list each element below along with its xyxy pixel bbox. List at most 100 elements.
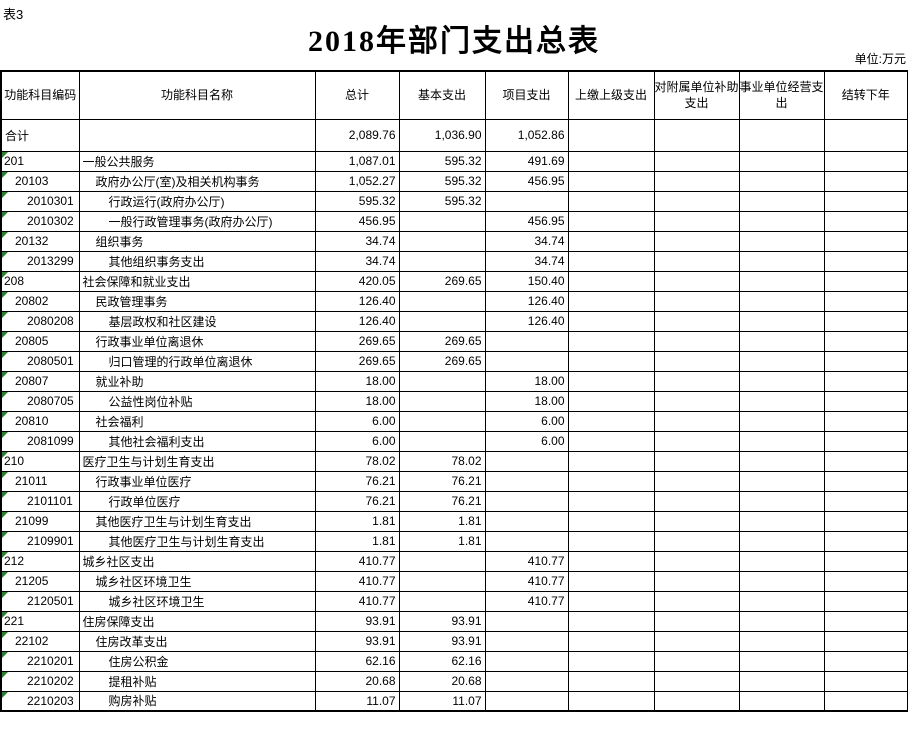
amount-cell[interactable] [484, 450, 569, 472]
amount-cell[interactable]: 1.81 [398, 530, 486, 552]
subject-code-cell[interactable]: 2013299 [0, 250, 80, 272]
amount-cell[interactable] [738, 690, 825, 712]
amount-cell[interactable]: 456.95 [484, 210, 569, 232]
amount-cell[interactable] [567, 550, 655, 572]
subject-name-cell[interactable]: 公益性岗位补贴 [78, 390, 316, 412]
amount-cell[interactable] [484, 650, 569, 672]
amount-cell[interactable] [653, 330, 740, 352]
subject-code-cell[interactable]: 212 [0, 550, 80, 572]
amount-cell[interactable] [823, 590, 908, 612]
amount-cell[interactable] [567, 330, 655, 352]
column-header-project[interactable]: 项目支出 [484, 70, 569, 120]
subject-code-cell[interactable]: 20807 [0, 370, 80, 392]
amount-cell[interactable] [823, 330, 908, 352]
amount-cell[interactable] [823, 670, 908, 692]
amount-cell[interactable] [653, 290, 740, 312]
subject-name-cell[interactable]: 社会保障和就业支出 [78, 270, 316, 292]
amount-cell[interactable] [823, 390, 908, 412]
column-header-code[interactable]: 功能科目编码 [0, 70, 80, 120]
amount-cell[interactable] [823, 470, 908, 492]
amount-cell[interactable]: 34.74 [314, 230, 400, 252]
subject-name-cell[interactable]: 社会福利 [78, 410, 316, 432]
subject-name-cell[interactable]: 其他社会福利支出 [78, 430, 316, 452]
subject-name-cell[interactable]: 就业补助 [78, 370, 316, 392]
amount-cell[interactable] [823, 410, 908, 432]
amount-cell[interactable] [823, 310, 908, 332]
amount-cell[interactable] [567, 610, 655, 632]
subject-name-cell[interactable]: 民政管理事务 [78, 290, 316, 312]
subject-name-cell[interactable]: 其他医疗卫生与计划生育支出 [78, 530, 316, 552]
subject-code-cell[interactable]: 2010301 [0, 190, 80, 212]
column-header-name[interactable]: 功能科目名称 [78, 70, 316, 120]
subject-name-cell[interactable]: 基层政权和社区建设 [78, 310, 316, 332]
amount-cell[interactable] [823, 450, 908, 472]
amount-cell[interactable] [484, 510, 569, 532]
amount-cell[interactable] [823, 430, 908, 452]
subject-code-cell[interactable]: 2081099 [0, 430, 80, 452]
subject-code-cell[interactable]: 21099 [0, 510, 80, 532]
amount-cell[interactable] [823, 610, 908, 632]
amount-cell[interactable] [653, 270, 740, 292]
amount-cell[interactable] [653, 430, 740, 452]
amount-cell[interactable] [484, 530, 569, 552]
amount-cell[interactable]: 410.77 [314, 550, 400, 572]
amount-cell[interactable]: 18.00 [484, 390, 569, 412]
amount-cell[interactable]: 1,052.86 [484, 118, 569, 152]
amount-cell[interactable] [567, 510, 655, 532]
amount-cell[interactable] [738, 190, 825, 212]
subject-name-cell[interactable]: 住房保障支出 [78, 610, 316, 632]
amount-cell[interactable] [738, 118, 825, 152]
subject-code-cell[interactable]: 2210202 [0, 670, 80, 692]
amount-cell[interactable] [738, 550, 825, 572]
amount-cell[interactable] [567, 170, 655, 192]
amount-cell[interactable] [567, 390, 655, 412]
amount-cell[interactable] [653, 118, 740, 152]
amount-cell[interactable]: 11.07 [314, 690, 400, 712]
amount-cell[interactable] [738, 430, 825, 452]
amount-cell[interactable] [738, 470, 825, 492]
subject-code-cell[interactable]: 2080705 [0, 390, 80, 412]
amount-cell[interactable]: 595.32 [398, 170, 486, 192]
amount-cell[interactable]: 410.77 [314, 570, 400, 592]
amount-cell[interactable]: 76.21 [398, 490, 486, 512]
amount-cell[interactable]: 269.65 [398, 330, 486, 352]
amount-cell[interactable] [738, 510, 825, 532]
column-header-carryover[interactable]: 结转下年 [823, 70, 908, 120]
amount-cell[interactable]: 126.40 [484, 310, 569, 332]
amount-cell[interactable] [567, 250, 655, 272]
amount-cell[interactable]: 410.77 [484, 590, 569, 612]
subject-code-cell[interactable]: 20132 [0, 230, 80, 252]
amount-cell[interactable]: 34.74 [314, 250, 400, 272]
amount-cell[interactable]: 93.91 [314, 630, 400, 652]
amount-cell[interactable]: 62.16 [398, 650, 486, 672]
amount-cell[interactable] [738, 230, 825, 252]
amount-cell[interactable] [738, 150, 825, 172]
amount-cell[interactable] [398, 430, 486, 452]
subject-code-cell[interactable]: 20103 [0, 170, 80, 192]
amount-cell[interactable]: 1.81 [398, 510, 486, 532]
subject-code-cell[interactable]: 208 [0, 270, 80, 292]
subject-name-cell[interactable]: 其他医疗卫生与计划生育支出 [78, 510, 316, 532]
amount-cell[interactable]: 20.68 [314, 670, 400, 692]
amount-cell[interactable] [823, 250, 908, 272]
subject-code-cell[interactable]: 20802 [0, 290, 80, 312]
amount-cell[interactable] [567, 490, 655, 512]
amount-cell[interactable]: 78.02 [398, 450, 486, 472]
amount-cell[interactable] [567, 410, 655, 432]
amount-cell[interactable] [653, 630, 740, 652]
amount-cell[interactable]: 269.65 [398, 350, 486, 372]
amount-cell[interactable]: 2,089.76 [314, 118, 400, 152]
amount-cell[interactable] [653, 550, 740, 572]
amount-cell[interactable] [738, 670, 825, 692]
amount-cell[interactable] [398, 370, 486, 392]
amount-cell[interactable]: 11.07 [398, 690, 486, 712]
amount-cell[interactable] [398, 570, 486, 592]
amount-cell[interactable] [653, 390, 740, 412]
amount-cell[interactable] [653, 590, 740, 612]
amount-cell[interactable] [738, 650, 825, 672]
amount-cell[interactable] [738, 490, 825, 512]
amount-cell[interactable]: 410.77 [484, 570, 569, 592]
amount-cell[interactable]: 150.40 [484, 270, 569, 292]
amount-cell[interactable] [823, 630, 908, 652]
amount-cell[interactable] [823, 118, 908, 152]
